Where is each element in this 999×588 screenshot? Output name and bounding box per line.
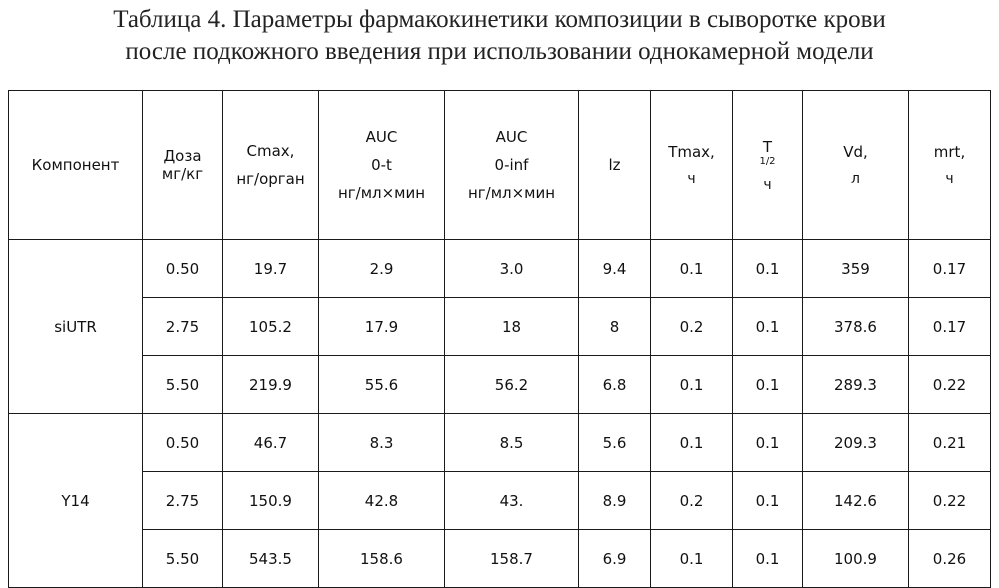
dose-cell: 0.50 [142, 239, 223, 298]
header-auc-0-inf: AUC 0-inf нг/мл×мин [444, 90, 579, 240]
thalf-cell: 0.1 [732, 529, 803, 588]
header-vd: Vd, л [802, 90, 909, 240]
header-auc-0-t: AUC 0-t нг/мл×мин [318, 90, 445, 240]
vd-cell: 289.3 [802, 355, 909, 414]
header-component: Компонент [8, 90, 143, 240]
lz-cell: 8 [578, 297, 651, 356]
tmax-cell: 0.1 [650, 239, 733, 298]
dose-cell: 5.50 [142, 355, 223, 414]
auc-inf-cell: 56.2 [444, 355, 579, 414]
vd-cell: 359 [802, 239, 909, 298]
header-tmax: Tmax, ч [650, 90, 733, 240]
auc-inf-cell: 43. [444, 471, 579, 530]
table-caption: Таблица 4. Параметры фармакокинетики ком… [0, 0, 999, 68]
mrt-cell: 0.17 [908, 239, 991, 298]
lz-cell: 8.9 [578, 471, 651, 530]
cmax-cell: 46.7 [222, 413, 319, 472]
thalf-cell: 0.1 [732, 355, 803, 414]
auc-t-cell: 158.6 [318, 529, 445, 588]
cmax-cell: 19.7 [222, 239, 319, 298]
thalf-cell: 0.1 [732, 239, 803, 298]
caption-line-1: Таблица 4. Параметры фармакокинетики ком… [113, 6, 886, 33]
table-row: Y14 0.50 46.7 8.3 8.5 5.6 0.1 0.1 209.3 … [8, 413, 991, 588]
vd-cell: 378.6 [802, 297, 909, 356]
table-row: 5.50 543.5 158.6 158.7 6.9 0.1 0.1 100.9… [9, 529, 991, 588]
thalf-cell: 0.1 [732, 297, 803, 356]
lz-cell: 5.6 [578, 413, 651, 472]
dose-cell: 5.50 [142, 529, 223, 588]
auc-t-cell: 55.6 [318, 355, 445, 414]
mrt-cell: 0.17 [908, 297, 991, 356]
table-row: 2.75 150.9 42.8 43. 8.9 0.2 0.1 142.6 0.… [9, 471, 991, 530]
component-cell: siUTR [8, 239, 143, 414]
lz-cell: 9.4 [578, 239, 651, 298]
table-row: 2.75 105.2 17.9 18 8 0.2 0.1 378.6 0.17 [9, 297, 991, 356]
cmax-cell: 150.9 [222, 471, 319, 530]
auc-inf-cell: 8.5 [444, 413, 579, 472]
cmax-cell: 105.2 [222, 297, 319, 356]
auc-t-cell: 42.8 [318, 471, 445, 530]
auc-t-cell: 8.3 [318, 413, 445, 472]
header-t-half: T 1/2 ч [732, 90, 803, 240]
vd-cell: 100.9 [802, 529, 909, 588]
caption-line-2: после подкожного введения при использова… [125, 38, 874, 65]
mrt-cell: 0.26 [908, 529, 991, 588]
auc-inf-cell: 158.7 [444, 529, 579, 588]
header-lz: lz [578, 90, 651, 240]
cmax-cell: 219.9 [222, 355, 319, 414]
dose-cell: 2.75 [142, 471, 223, 530]
lz-cell: 6.9 [578, 529, 651, 588]
dose-cell: 0.50 [142, 413, 223, 472]
thalf-cell: 0.1 [732, 471, 803, 530]
auc-inf-cell: 3.0 [444, 239, 579, 298]
pharmacokinetics-table: Компонент Доза мг/кг Cmax, нг/орган AUC 0-… [8, 90, 991, 588]
auc-inf-cell: 18 [444, 297, 579, 356]
thalf-cell: 0.1 [732, 413, 803, 472]
header-mrt: mrt, ч [908, 90, 991, 240]
table-row: 5.50 219.9 55.6 56.2 6.8 0.1 0.1 289.3 0… [9, 355, 991, 414]
mrt-cell: 0.22 [908, 471, 991, 530]
tmax-cell: 0.2 [650, 471, 733, 530]
tmax-cell: 0.1 [650, 529, 733, 588]
table-row: siUTR 0.50 19.7 2.9 3.0 9.4 0.1 0.1 359 … [8, 239, 991, 414]
mrt-cell: 0.22 [908, 355, 991, 414]
tmax-cell: 0.1 [650, 413, 733, 472]
vd-cell: 209.3 [802, 413, 909, 472]
tmax-cell: 0.1 [650, 355, 733, 414]
header-dose: Доза мг/кг [142, 90, 223, 240]
cmax-cell: 543.5 [222, 529, 319, 588]
auc-t-cell: 17.9 [318, 297, 445, 356]
tmax-cell: 0.2 [650, 297, 733, 356]
lz-cell: 6.8 [578, 355, 651, 414]
header-cmax: Cmax, нг/орган [222, 90, 319, 240]
mrt-cell: 0.21 [908, 413, 991, 472]
vd-cell: 142.6 [802, 471, 909, 530]
header-row: Компонент Доза мг/кг Cmax, нг/орган AUC 0-… [8, 90, 991, 240]
auc-t-cell: 2.9 [318, 239, 445, 298]
component-cell: Y14 [8, 413, 143, 588]
dose-cell: 2.75 [142, 297, 223, 356]
